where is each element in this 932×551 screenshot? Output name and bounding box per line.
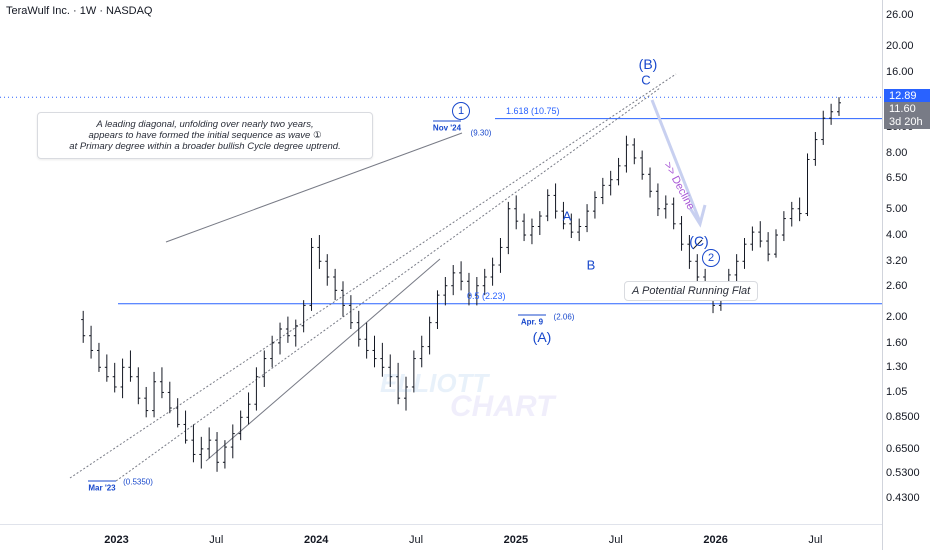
y-tick-label: 16.00 <box>886 65 914 78</box>
last-price-tag: 11.60 <box>884 101 930 116</box>
y-tick-label: 4.00 <box>886 229 908 242</box>
y-tick-label: 1.30 <box>886 361 908 374</box>
annotation-date: Mar '23 <box>88 483 116 493</box>
chart-header: TeraWulf Inc. · 1W · NASDAQ <box>6 5 153 17</box>
trendlines <box>69 73 677 482</box>
y-tick-label: 3.20 <box>886 255 908 268</box>
watermark-line: ELLIOTT <box>380 368 489 398</box>
y-tick-label: 5.00 <box>886 202 908 215</box>
x-tick-label: 2024 <box>303 534 329 546</box>
wave-label: B <box>586 257 596 273</box>
y-tick-label: 20.00 <box>886 39 914 52</box>
wave-circle-label: 2 <box>702 249 720 267</box>
y-tick-label: 0.5300 <box>886 466 920 479</box>
y-tick-label: 2.60 <box>886 279 908 292</box>
x-tick-label: Jul <box>608 534 623 546</box>
y-tick-label: 1.05 <box>886 386 908 399</box>
wave-label: (C) <box>689 233 709 249</box>
wave-circle-label: 1 <box>452 102 470 120</box>
note-line: at Primary degree within a broader bulli… <box>69 141 341 152</box>
annotation-date: Nov '24 <box>432 123 462 133</box>
analysis-note: A leading diagonal, unfolding over nearl… <box>37 112 373 159</box>
x-tick-label: Jul <box>209 534 224 546</box>
x-tick-label: 2025 <box>503 534 529 546</box>
y-tick-label: 0.6500 <box>886 442 920 455</box>
y-tick-label: 26.00 <box>886 8 914 21</box>
wave-label: C <box>641 72 651 88</box>
diagonal-upper-line <box>165 132 463 243</box>
fib-level-label: 1.618 (10.75) <box>506 105 560 116</box>
y-tick-label: 2.00 <box>886 310 908 323</box>
annotation-date: Apr. 9 <box>520 317 544 327</box>
annotation-value: (2.06) <box>553 312 575 322</box>
annotation-value: (9.30) <box>470 128 492 138</box>
note-pointer <box>692 239 703 250</box>
channel-dotted-line <box>69 73 677 479</box>
note-line: appears to have formed the initial seque… <box>88 130 322 141</box>
wave-label: (B) <box>638 56 658 72</box>
watermark-line: CHART <box>450 390 555 423</box>
x-tick-label: 2023 <box>104 534 129 546</box>
y-tick-label: 8.00 <box>886 147 908 160</box>
y-tick-label: 0.4300 <box>886 491 920 504</box>
x-tick-label: Jul <box>808 534 823 546</box>
annotation-value: (0.5350) <box>123 477 153 487</box>
bar-countdown-tag: 3d 20h <box>884 114 930 129</box>
note-line: A leading diagonal, unfolding over nearl… <box>96 119 314 130</box>
y-tick-label: 0.8500 <box>886 411 920 424</box>
x-tick-label: 2026 <box>703 534 728 546</box>
fib-level-label: 0.5 (2.23) <box>467 290 506 301</box>
y-tick-label: 6.50 <box>886 171 908 184</box>
y-tick-label: 1.60 <box>886 336 908 349</box>
running-flat-note: A Potential Running Flat <box>624 281 759 301</box>
wave-label: (A) <box>532 329 552 345</box>
decline-arrow-head <box>688 204 707 228</box>
wave-label: A <box>562 208 572 224</box>
time-axis[interactable] <box>0 524 882 551</box>
diagonal-lower-line <box>205 258 441 462</box>
current-price-tag: 12.89 <box>884 89 930 104</box>
x-tick-label: Jul <box>409 534 424 546</box>
decline-arrow <box>650 99 702 223</box>
